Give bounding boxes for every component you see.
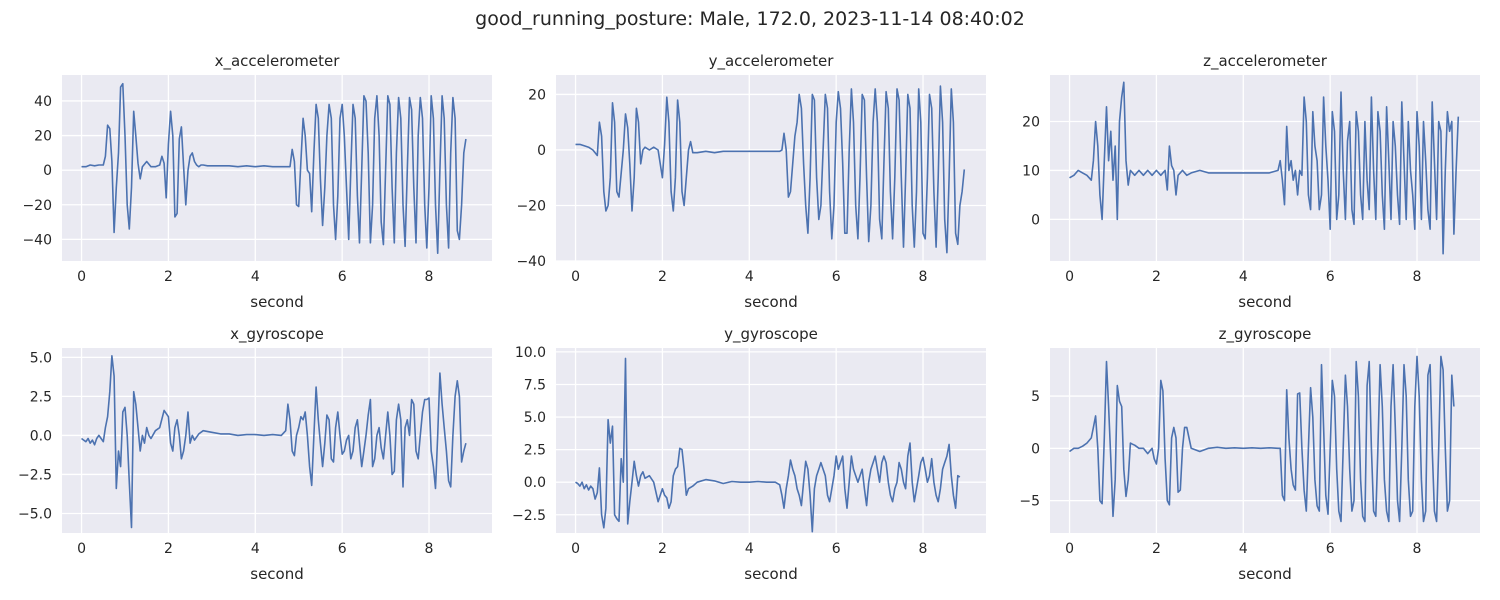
x-tick-label: 2 bbox=[1152, 541, 1161, 557]
x-tick-label: 0 bbox=[77, 269, 86, 285]
x-tick-label: 2 bbox=[658, 269, 667, 285]
x-tick-label: 6 bbox=[832, 541, 841, 557]
series-line bbox=[1069, 355, 1455, 523]
x-tick-label: 4 bbox=[745, 269, 754, 285]
y-tick-label: 7.5 bbox=[524, 377, 546, 393]
y-tick-label: 5.0 bbox=[30, 350, 52, 366]
y-tick-label: −20 bbox=[22, 198, 52, 214]
x-axis-label: second bbox=[744, 293, 798, 311]
x-tick-label: 4 bbox=[1239, 269, 1248, 285]
y-tick-label: −5 bbox=[1019, 494, 1040, 510]
x-axis-label: second bbox=[1238, 293, 1292, 311]
x-tick-label: 4 bbox=[1239, 541, 1248, 557]
x-axis-label: second bbox=[250, 293, 304, 311]
x-tick-label: 0 bbox=[1065, 541, 1074, 557]
x-tick-label: 4 bbox=[745, 541, 754, 557]
subplot-title: x_accelerometer bbox=[215, 52, 341, 71]
y-tick-label: −2.5 bbox=[512, 508, 546, 524]
y-tick-label: 10.0 bbox=[515, 345, 546, 361]
series-line bbox=[1069, 81, 1460, 255]
subplot-title: y_gyroscope bbox=[724, 325, 818, 344]
y-tick-label: −40 bbox=[516, 254, 546, 270]
subplot-title: y_accelerometer bbox=[709, 52, 835, 71]
figure-title: good_running_posture: Male, 172.0, 2023-… bbox=[475, 8, 1025, 30]
x-tick-label: 2 bbox=[658, 541, 667, 557]
x-tick-label: 2 bbox=[164, 541, 173, 557]
y-tick-label: 2.5 bbox=[30, 389, 52, 405]
x-tick-label: 8 bbox=[1413, 269, 1422, 285]
x-axis-label: second bbox=[250, 565, 304, 583]
series-line bbox=[575, 357, 961, 533]
y-tick-label: 0 bbox=[43, 163, 52, 179]
y-tick-label: 0 bbox=[1031, 441, 1040, 457]
plot-area bbox=[1050, 348, 1480, 533]
x-tick-label: 4 bbox=[251, 269, 260, 285]
y-tick-label: 0 bbox=[1031, 212, 1040, 228]
x-tick-label: 2 bbox=[164, 269, 173, 285]
subplot-title: z_accelerometer bbox=[1203, 52, 1328, 71]
y-tick-label: −5.0 bbox=[18, 506, 52, 522]
y-tick-label: 5.0 bbox=[524, 410, 546, 426]
x-tick-label: 0 bbox=[571, 541, 580, 557]
x-tick-label: 4 bbox=[251, 541, 260, 557]
x-tick-label: 0 bbox=[1065, 269, 1074, 285]
x-tick-label: 6 bbox=[832, 269, 841, 285]
x-tick-label: 8 bbox=[919, 269, 928, 285]
x-tick-label: 8 bbox=[425, 541, 434, 557]
y-tick-label: 20 bbox=[528, 87, 546, 103]
series-line bbox=[81, 354, 467, 529]
y-tick-label: 5 bbox=[1031, 389, 1040, 405]
y-tick-label: 0 bbox=[537, 143, 546, 159]
x-axis-label: second bbox=[1238, 565, 1292, 583]
y-tick-label: 2.5 bbox=[524, 443, 546, 459]
y-tick-label: 20 bbox=[34, 129, 52, 145]
y-tick-label: −40 bbox=[22, 232, 52, 248]
series-line bbox=[575, 85, 966, 254]
x-tick-label: 6 bbox=[338, 541, 347, 557]
plot-area bbox=[556, 348, 986, 533]
y-tick-label: 10 bbox=[1022, 163, 1040, 179]
x-tick-label: 6 bbox=[1326, 269, 1335, 285]
x-tick-label: 8 bbox=[919, 541, 928, 557]
x-tick-label: 8 bbox=[425, 269, 434, 285]
series-line bbox=[81, 82, 467, 254]
y-tick-label: −20 bbox=[516, 198, 546, 214]
plot-area bbox=[62, 348, 492, 533]
x-tick-label: 6 bbox=[1326, 541, 1335, 557]
x-tick-label: 6 bbox=[338, 269, 347, 285]
subplot-title: x_gyroscope bbox=[230, 325, 324, 344]
x-tick-label: 0 bbox=[77, 541, 86, 557]
y-tick-label: 40 bbox=[34, 94, 52, 110]
y-tick-label: 0.0 bbox=[524, 475, 546, 491]
y-tick-label: 20 bbox=[1022, 115, 1040, 131]
x-tick-label: 8 bbox=[1413, 541, 1422, 557]
subplot-title: z_gyroscope bbox=[1219, 325, 1312, 344]
x-axis-label: second bbox=[744, 565, 798, 583]
subplot-y_gyroscope: 0 2 4 6 8 −2.5 0.0 2.5 5.0 7.5 10.0 y_gyroscopeseco… bbox=[512, 325, 986, 583]
y-tick-label: −2.5 bbox=[18, 467, 52, 483]
x-tick-label: 2 bbox=[1152, 269, 1161, 285]
x-tick-label: 0 bbox=[571, 269, 580, 285]
y-tick-label: 0.0 bbox=[30, 428, 52, 444]
